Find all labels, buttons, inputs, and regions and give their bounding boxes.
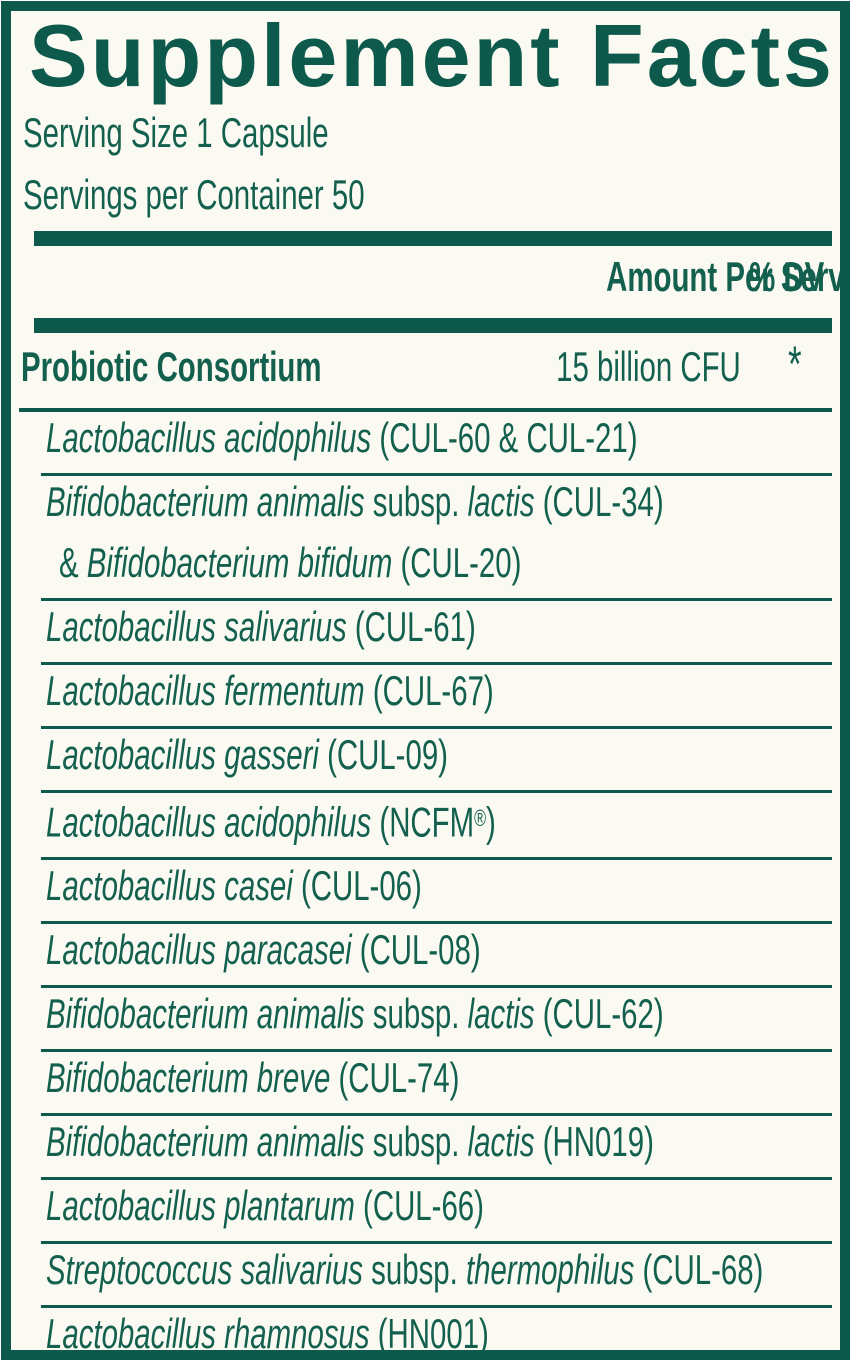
consortium-name: Probiotic Consortium	[21, 343, 322, 390]
label-title: Supplement Facts	[29, 6, 835, 105]
strain-row: Lactobacillus plantarum (CUL-66)	[41, 1180, 832, 1245]
header-divider-bar	[34, 318, 832, 333]
serving-info: Serving Size 1 Capsule Servings per Cont…	[11, 107, 840, 231]
strain-name: Lactobacillus paracasei (CUL-08)	[46, 926, 481, 974]
strain-row: Lactobacillus paracasei (CUL-08)	[41, 924, 832, 989]
strain-list: Lactobacillus acidophilus (CUL-60 & CUL-…	[19, 412, 832, 1358]
strain-name: Lactobacillus rhamnosus (HN001)	[46, 1310, 489, 1358]
strain-row: Lactobacillus acidophilus (CUL-60 & CUL-…	[41, 412, 832, 476]
strain-row: Lactobacillus salivarius (CUL-61)	[41, 601, 832, 665]
strain-name: Lactobacillus acidophilus (NCFM®)	[46, 798, 496, 846]
strain-name: Bifidobacterium animalis subsp. lactis (…	[46, 478, 664, 525]
strain-name: & Bifidobacterium bifidum (CUL-20)	[59, 539, 522, 586]
consortium-row: Probiotic Consortium 15 billion CFU *	[19, 333, 832, 412]
consortium-amount: 15 billion CFU	[556, 343, 741, 390]
strain-name: Lactobacillus casei (CUL-06)	[46, 862, 422, 910]
strain-row: Lactobacillus rhamnosus (HN001)	[41, 1308, 832, 1358]
servings-per-container-line: Servings per Container 50	[23, 171, 365, 218]
percent-dv-header: % DV	[748, 253, 824, 300]
strain-row: Bifidobacterium animalis subsp. lactis (…	[41, 1116, 832, 1181]
column-header-row: Amount Per Serving % DV	[11, 246, 840, 318]
consortium-dv-asterisk: *	[787, 336, 802, 392]
strain-name: Bifidobacterium animalis subsp. lactis (…	[46, 990, 664, 1038]
strain-name: Lactobacillus acidophilus (CUL-60 & CUL-…	[46, 414, 638, 461]
strain-name: Lactobacillus gasseri (CUL-09)	[46, 731, 448, 778]
strain-row: Streptococcus salivarius subsp. thermoph…	[41, 1244, 832, 1309]
amount-per-serving-header: Amount Per Serving	[606, 253, 845, 300]
strain-row: Lactobacillus fermentum (CUL-67)	[41, 665, 832, 729]
strain-row: Bifidobacterium breve (CUL-74)	[41, 1052, 832, 1117]
strain-name: Lactobacillus fermentum (CUL-67)	[46, 667, 494, 714]
serving-size-line: Serving Size 1 Capsule	[23, 109, 329, 156]
strain-row: Lactobacillus acidophilus (NCFM®)	[41, 793, 832, 861]
strain-name: Lactobacillus salivarius (CUL-61)	[46, 603, 476, 650]
strain-name: Streptococcus salivarius subsp. thermoph…	[46, 1246, 764, 1294]
strain-name: Bifidobacterium animalis subsp. lactis (…	[46, 1118, 654, 1166]
strain-row: Bifidobacterium animalis subsp. lactis (…	[41, 988, 832, 1053]
strain-name: Bifidobacterium breve (CUL-74)	[46, 1054, 460, 1102]
strain-row: Lactobacillus gasseri (CUL-09)	[41, 729, 832, 793]
strain-row: Lactobacillus casei (CUL-06)	[41, 860, 832, 925]
strain-name: Lactobacillus plantarum (CUL-66)	[46, 1182, 484, 1230]
strain-row: Bifidobacterium animalis subsp. lactis (…	[41, 476, 832, 601]
top-divider-bar	[34, 231, 832, 246]
